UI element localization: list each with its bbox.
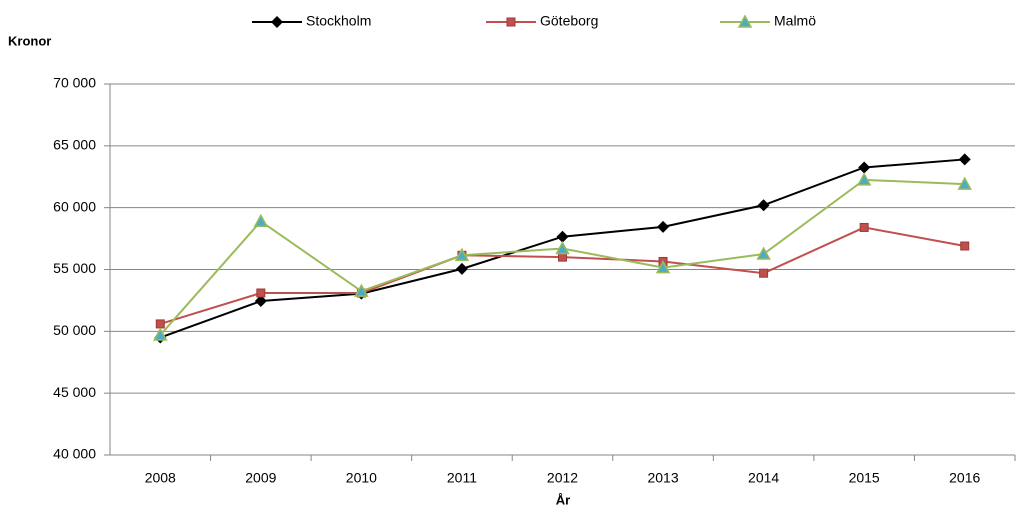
y-tick-label: 60 000 (53, 198, 96, 214)
legend-label: Göteborg (540, 13, 598, 29)
legend-label: Stockholm (306, 13, 371, 29)
x-tick-label: 2011 (447, 470, 477, 486)
marker (856, 172, 872, 186)
marker (757, 199, 770, 212)
y-tick-label: 40 000 (53, 446, 96, 462)
marker (256, 288, 266, 298)
y-tick-label: 55 000 (53, 260, 96, 276)
x-tick-label: 2016 (949, 470, 980, 486)
legend-marker (506, 17, 516, 27)
marker (756, 246, 771, 260)
marker (759, 268, 769, 278)
y-tick-label: 65 000 (53, 137, 96, 153)
y-axis-label: Kronor (8, 33, 51, 48)
marker (253, 213, 269, 228)
marker (555, 240, 570, 255)
marker (859, 222, 869, 232)
marker (655, 260, 671, 274)
marker (960, 241, 970, 251)
x-tick-label: 2008 (145, 470, 176, 486)
x-tick-label: 2010 (346, 470, 377, 486)
marker (254, 295, 267, 308)
y-tick-label: 50 000 (53, 322, 96, 338)
legend-label: Malmö (774, 13, 816, 29)
x-tick-label: 2009 (245, 470, 276, 486)
marker (454, 247, 470, 262)
x-axis-label: År (556, 492, 570, 507)
x-tick-label: 2014 (748, 470, 779, 486)
marker (957, 176, 972, 190)
marker (354, 283, 369, 297)
marker (556, 230, 569, 243)
x-tick-label: 2013 (647, 470, 678, 486)
legend-marker (737, 14, 753, 28)
marker (657, 220, 670, 233)
legend-marker (271, 16, 283, 28)
marker (858, 161, 871, 174)
marker (558, 252, 567, 262)
marker (153, 327, 168, 341)
marker (455, 262, 468, 275)
x-tick-label: 2015 (849, 470, 880, 486)
x-tick-label: 2012 (547, 470, 578, 486)
y-tick-label: 45 000 (53, 384, 96, 400)
y-tick-label: 70 000 (53, 75, 96, 91)
marker (958, 153, 971, 166)
marker (155, 319, 165, 329)
